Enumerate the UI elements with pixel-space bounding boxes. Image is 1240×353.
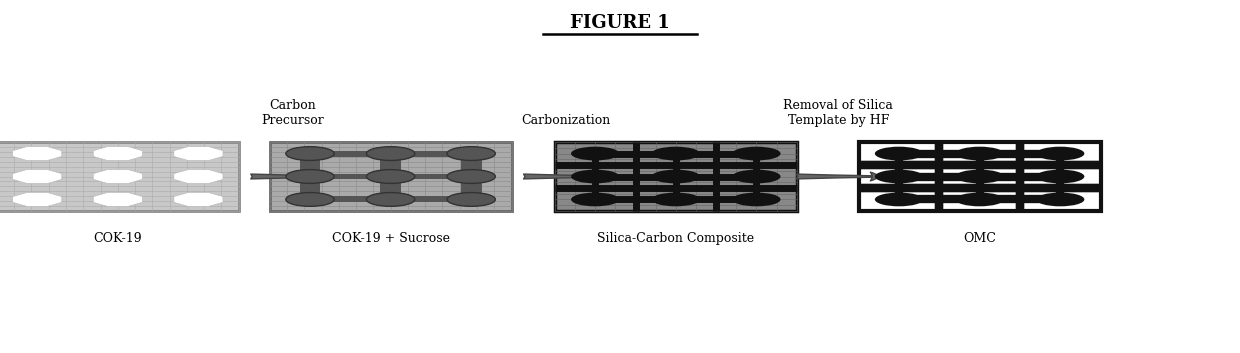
- Circle shape: [446, 193, 496, 206]
- Circle shape: [285, 170, 335, 184]
- FancyBboxPatch shape: [556, 142, 797, 211]
- Circle shape: [446, 170, 496, 184]
- Circle shape: [285, 147, 335, 160]
- Polygon shape: [12, 169, 62, 184]
- Circle shape: [570, 193, 619, 206]
- Circle shape: [732, 147, 781, 160]
- Polygon shape: [12, 146, 62, 161]
- Circle shape: [446, 147, 496, 160]
- Circle shape: [652, 193, 699, 206]
- Polygon shape: [93, 192, 143, 207]
- FancyBboxPatch shape: [327, 197, 373, 202]
- FancyBboxPatch shape: [858, 142, 1101, 211]
- Circle shape: [875, 193, 923, 206]
- Polygon shape: [93, 169, 143, 184]
- FancyBboxPatch shape: [461, 181, 481, 195]
- Circle shape: [652, 147, 699, 160]
- Circle shape: [956, 147, 1004, 160]
- Circle shape: [1037, 147, 1084, 160]
- Circle shape: [652, 170, 699, 184]
- Text: COK-19: COK-19: [93, 232, 143, 245]
- FancyBboxPatch shape: [381, 181, 401, 195]
- Text: COK-19 + Sucrose: COK-19 + Sucrose: [331, 232, 450, 245]
- Text: FIGURE 1: FIGURE 1: [570, 14, 670, 32]
- Polygon shape: [174, 169, 223, 184]
- Text: Carbonization: Carbonization: [521, 114, 610, 127]
- Circle shape: [1037, 170, 1084, 184]
- Circle shape: [285, 193, 335, 206]
- Polygon shape: [174, 146, 223, 161]
- FancyBboxPatch shape: [408, 151, 454, 156]
- Text: OMC: OMC: [963, 232, 996, 245]
- Circle shape: [570, 147, 619, 160]
- FancyBboxPatch shape: [327, 151, 373, 156]
- Text: Removal of Silica
Template by HF: Removal of Silica Template by HF: [784, 99, 893, 127]
- FancyBboxPatch shape: [408, 174, 454, 179]
- FancyBboxPatch shape: [461, 158, 481, 172]
- Circle shape: [732, 193, 781, 206]
- FancyBboxPatch shape: [408, 197, 454, 202]
- Text: Carbon
Precursor: Carbon Precursor: [262, 99, 324, 127]
- Circle shape: [367, 193, 414, 206]
- Circle shape: [570, 170, 619, 184]
- Circle shape: [875, 170, 923, 184]
- FancyBboxPatch shape: [327, 174, 373, 179]
- Text: Silica-Carbon Composite: Silica-Carbon Composite: [598, 232, 754, 245]
- Circle shape: [1037, 193, 1084, 206]
- FancyBboxPatch shape: [300, 181, 320, 195]
- Polygon shape: [174, 192, 223, 207]
- Circle shape: [367, 147, 414, 160]
- Circle shape: [367, 170, 414, 184]
- FancyBboxPatch shape: [270, 142, 511, 211]
- Circle shape: [875, 147, 923, 160]
- Circle shape: [956, 170, 1004, 184]
- FancyBboxPatch shape: [381, 158, 401, 172]
- Polygon shape: [93, 146, 143, 161]
- Circle shape: [732, 170, 781, 184]
- FancyBboxPatch shape: [0, 142, 238, 211]
- Polygon shape: [12, 192, 62, 207]
- Circle shape: [956, 193, 1004, 206]
- FancyBboxPatch shape: [300, 158, 320, 172]
